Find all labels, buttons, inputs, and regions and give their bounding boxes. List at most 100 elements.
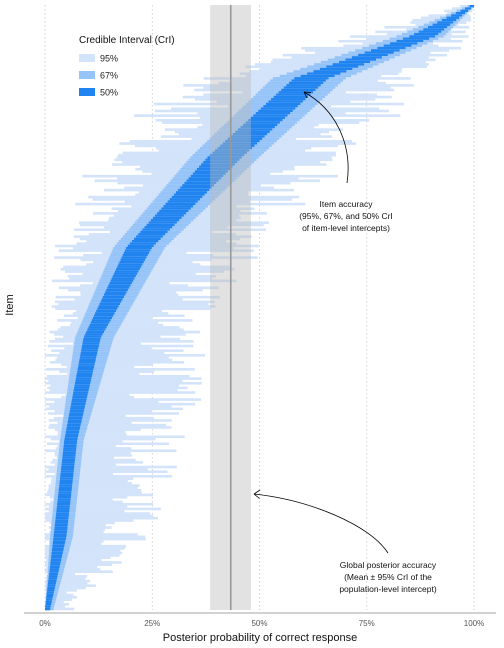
ci50-bar [82, 340, 100, 343]
ci95-bar [45, 402, 196, 406]
ci50-bar [178, 188, 210, 192]
ci50-bar [79, 356, 97, 359]
ci50-bar [94, 314, 114, 318]
ci50-bar [118, 263, 143, 266]
ci50-bar [98, 305, 119, 308]
x-tick-label: 25% [144, 619, 160, 628]
ci50-bar [414, 32, 439, 36]
ci50-bar [72, 395, 88, 399]
legend-title: Credible Interval (CrI) [79, 35, 175, 46]
ci95-bar [46, 565, 98, 569]
ci95-bar [46, 374, 190, 378]
y-axis-title: Item [4, 294, 16, 315]
item-arrowhead [303, 91, 312, 99]
ci50-bar [169, 198, 201, 201]
ci50-bar [383, 44, 412, 48]
ci50-bar [76, 374, 92, 378]
ci95-bar [45, 475, 172, 478]
ci95-bar [57, 319, 193, 322]
ci95-bar [55, 447, 132, 450]
ci95-bar [45, 605, 66, 608]
ci95-bar [50, 500, 123, 504]
ci50-bar [220, 144, 255, 148]
ci50-bar [56, 505, 70, 508]
ci50-bar [190, 174, 224, 178]
ci95-bar [54, 451, 131, 455]
ci50-bar [75, 381, 91, 385]
ci50-bar [50, 558, 62, 562]
item-annotation-line-2: (95%, 67%, and 50% CrI [299, 211, 393, 221]
ci50-bar [60, 475, 74, 478]
ci50-bar [111, 277, 135, 280]
ci50-bar [61, 463, 75, 466]
ci95-bar [48, 426, 172, 429]
ci50-bar [65, 430, 80, 434]
ci50-bar [201, 163, 235, 166]
ci95-bar [45, 589, 77, 592]
ci95-bar [45, 575, 88, 578]
ci50-bar [52, 542, 65, 546]
ci50-bar [92, 316, 112, 320]
ci50-bar [243, 123, 278, 127]
ci50-bar [69, 409, 84, 413]
ci50-bar [91, 319, 111, 322]
ci50-bar [73, 391, 89, 394]
ci95-bar [51, 479, 128, 483]
ci50-bar [131, 240, 159, 243]
ci50-bar [207, 156, 242, 159]
ci95-bar [45, 435, 185, 439]
ci95-bar [45, 368, 195, 371]
ci50-bar [89, 323, 108, 327]
ci95-bar [60, 326, 180, 329]
ci50-bar [155, 214, 184, 217]
ci95-bar [50, 437, 156, 441]
ci50-bar [81, 349, 98, 352]
ci50-bar [184, 181, 217, 185]
ci50-bar [281, 88, 316, 92]
ci50-bar [138, 233, 166, 236]
ci95-bar [48, 486, 138, 490]
ci95-bar [45, 493, 154, 497]
ci50-bar [49, 572, 59, 576]
ci50-bar [54, 530, 67, 534]
legend-swatch-67 [79, 71, 95, 79]
ci95-bar [52, 458, 136, 462]
ci50-bar [74, 386, 90, 390]
ci50-bar [446, 16, 460, 20]
ci50-bar [351, 56, 382, 59]
ci50-bar [59, 482, 73, 485]
ci50-bar [345, 58, 376, 62]
ci50-bar [77, 368, 94, 371]
legend-swatch-95 [79, 54, 95, 62]
ci50-bar [64, 440, 78, 443]
ci95-bar [48, 484, 140, 487]
ci95-bar [45, 570, 113, 574]
ci50-bar [307, 72, 341, 76]
ci95-bar [48, 419, 172, 422]
ci50-bar [55, 521, 68, 525]
ci95-bar [45, 377, 202, 380]
ci50-bar [51, 549, 64, 553]
ci50-bar [57, 495, 71, 499]
ci50-bar [108, 284, 131, 287]
ci50-bar [112, 274, 136, 278]
ci50-bar [255, 112, 291, 115]
ci50-bar [180, 186, 212, 190]
ci50-bar [62, 454, 76, 457]
ci95-bar [47, 600, 64, 604]
ci95-bar [49, 540, 104, 543]
ci95-bar [45, 502, 154, 506]
ci50-bar [87, 328, 106, 332]
ci50-bar [60, 470, 74, 473]
ci50-bar [441, 18, 457, 22]
global-annotation-line-1: Global posterior accuracy [340, 560, 437, 570]
ci95-bar [63, 414, 126, 418]
ci50-bar [78, 361, 96, 364]
ci50-bar [49, 568, 60, 571]
ci50-bar [45, 607, 51, 611]
ci50-bar [65, 433, 79, 436]
ci50-bar [140, 230, 168, 234]
ci50-bar [55, 519, 69, 522]
ci50-bar [58, 493, 72, 497]
